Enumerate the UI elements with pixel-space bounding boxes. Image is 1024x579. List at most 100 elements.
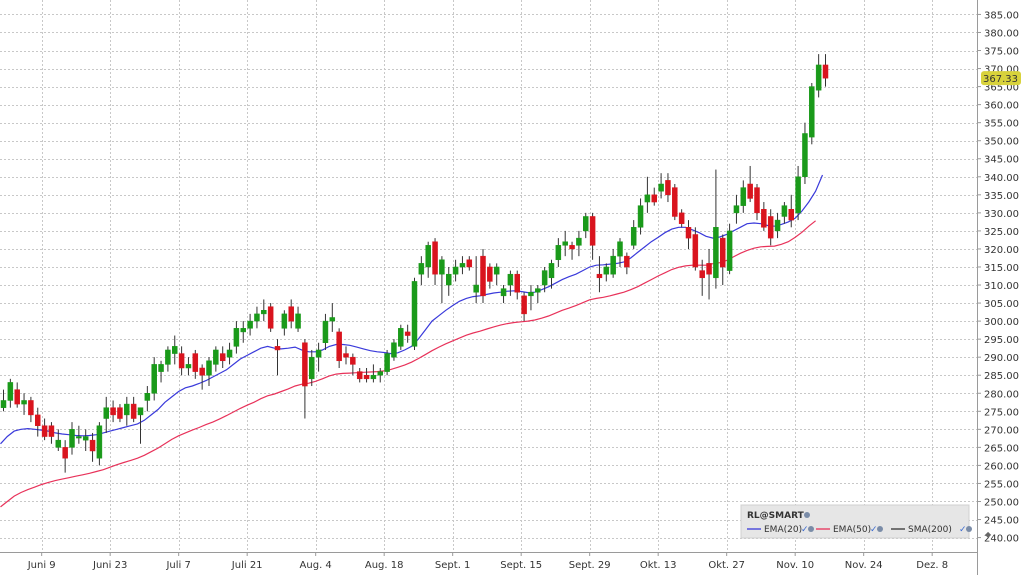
moving-averages — [0, 174, 824, 508]
diamond-icon[interactable]: ◆ — [985, 530, 992, 539]
candle-body — [336, 331, 342, 362]
candle-body — [165, 349, 171, 365]
candle-body — [514, 273, 520, 293]
candle-body — [41, 425, 48, 437]
x-tick-label: Nov. 10 — [776, 560, 814, 571]
x-tick-label: Aug. 18 — [365, 560, 404, 571]
y-tick-label: 355.00 — [984, 119, 1019, 130]
x-tick-label: Dez. 8 — [916, 560, 948, 571]
y-tick-label: 320.00 — [984, 245, 1019, 256]
candle-body — [309, 356, 315, 380]
globe-icon[interactable] — [804, 512, 810, 518]
candle-body — [795, 176, 801, 214]
y-tick-label: 245.00 — [984, 516, 1019, 527]
candle-body — [199, 367, 205, 376]
y-tick-label: 380.00 — [984, 28, 1019, 39]
candle-body — [507, 273, 514, 286]
y-tick-label: 305.00 — [984, 299, 1019, 310]
globe-icon[interactable] — [877, 526, 883, 532]
y-tick-label: 350.00 — [984, 137, 1019, 148]
globe-icon[interactable] — [966, 526, 972, 532]
globe-icon[interactable] — [808, 526, 814, 532]
candle-body — [219, 353, 226, 362]
candle-body — [583, 216, 589, 232]
candle-body — [576, 237, 582, 246]
candle-body — [96, 425, 103, 459]
candle-body — [418, 263, 425, 275]
y-tick-label: 360.00 — [984, 101, 1019, 112]
y-tick-label: 385.00 — [984, 10, 1019, 21]
candle-body — [788, 209, 794, 221]
candle-body — [69, 429, 75, 448]
candle-body — [452, 266, 459, 275]
y-tick-label: 275.00 — [984, 407, 1019, 418]
legend-entry-label[interactable]: SMA(200) — [908, 525, 952, 535]
candle-body — [781, 205, 788, 217]
candle-body — [651, 194, 657, 203]
candle-body — [658, 183, 664, 192]
y-tick-label: 295.00 — [984, 335, 1019, 346]
candle-body — [240, 328, 246, 333]
legend-entry-label[interactable]: EMA(20) — [764, 525, 802, 535]
candle-body — [14, 389, 20, 405]
candle-body — [21, 400, 27, 405]
series-line-ema20 — [0, 174, 824, 445]
candle-body — [754, 187, 760, 214]
candle-body — [466, 259, 473, 268]
x-tick-label: Juni 23 — [92, 560, 127, 571]
candle-body — [774, 219, 781, 232]
candle-body — [535, 288, 541, 293]
candle-body — [137, 407, 144, 416]
x-tick-label: Juli 21 — [231, 560, 263, 571]
y-tick-label: 310.00 — [984, 281, 1019, 292]
candle-body — [487, 266, 493, 282]
candle-body — [733, 205, 740, 214]
y-tick-label: 260.00 — [984, 461, 1019, 472]
y-tick-label: 370.00 — [984, 65, 1019, 76]
last-price-box — [981, 71, 1021, 86]
y-tick-label: 290.00 — [984, 353, 1019, 364]
checkmark-icon[interactable]: ✓ — [959, 525, 967, 535]
candle-body — [363, 374, 370, 380]
checkmark-icon[interactable]: ✓ — [870, 525, 878, 535]
legend-box — [740, 504, 970, 539]
candle-body — [665, 180, 671, 196]
y-tick-label: 315.00 — [984, 263, 1019, 274]
y-tick-label: 280.00 — [984, 389, 1019, 400]
candle-body — [624, 255, 630, 268]
checkmark-icon[interactable]: ✓ — [801, 525, 809, 535]
candle-body — [124, 403, 130, 416]
candle-body — [295, 313, 301, 329]
candle-body — [233, 328, 240, 347]
candle-body — [548, 263, 555, 279]
candle-body — [144, 393, 151, 401]
legend-entry-label[interactable]: EMA(50) — [833, 525, 871, 535]
y-tick-label: 365.00 — [984, 83, 1019, 94]
x-tick-label: Okt. 27 — [708, 560, 745, 571]
candle-body — [398, 328, 404, 347]
candle-body — [404, 331, 411, 336]
y-tick-label: 265.00 — [984, 443, 1019, 454]
y-tick-label: 325.00 — [984, 227, 1019, 238]
y-tick-label: 285.00 — [984, 371, 1019, 382]
y-tick-label: 330.00 — [984, 209, 1019, 220]
candle-body — [55, 439, 62, 448]
candle-body — [377, 371, 383, 376]
candle-body — [411, 281, 418, 347]
y-tick-label: 345.00 — [984, 155, 1019, 166]
candle-body — [432, 241, 438, 275]
candle-body — [329, 317, 336, 322]
candle-body — [0, 400, 7, 408]
candle-body — [541, 270, 548, 286]
candle-body — [473, 284, 479, 293]
candle-body — [459, 263, 466, 268]
candle-body — [117, 407, 123, 419]
candle-body — [28, 400, 34, 416]
candle-body — [62, 447, 68, 459]
candle-body — [678, 212, 685, 224]
candle-body — [384, 353, 390, 372]
series-line-ema50 — [0, 220, 816, 508]
last-price-tag: 367.33 — [981, 71, 1021, 86]
